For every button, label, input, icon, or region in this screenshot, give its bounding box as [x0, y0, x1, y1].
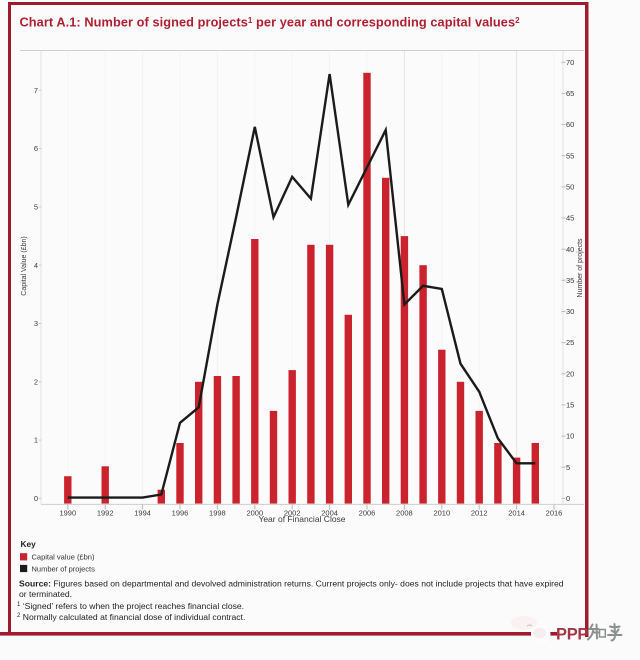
- svg-text:0: 0: [34, 494, 38, 503]
- svg-text:35: 35: [566, 276, 574, 285]
- svg-text:Number of projects: Number of projects: [32, 564, 96, 573]
- svg-text:65: 65: [566, 89, 574, 98]
- svg-text:2000: 2000: [246, 508, 263, 517]
- svg-text:2014: 2014: [508, 508, 525, 517]
- svg-text:20: 20: [566, 369, 574, 378]
- svg-text:50: 50: [566, 183, 574, 192]
- svg-text:2004: 2004: [321, 508, 338, 517]
- svg-text:55: 55: [566, 151, 574, 160]
- svg-text:5: 5: [566, 463, 570, 472]
- svg-text:70: 70: [566, 58, 574, 67]
- svg-text:6: 6: [34, 144, 38, 153]
- svg-text:30: 30: [566, 307, 574, 316]
- svg-text:0: 0: [566, 494, 570, 503]
- svg-text:2008: 2008: [396, 508, 413, 517]
- svg-text:Number of projects: Number of projects: [577, 238, 584, 298]
- svg-text:4: 4: [34, 261, 38, 270]
- svg-text:7: 7: [34, 86, 38, 95]
- svg-text:2: 2: [34, 377, 38, 386]
- svg-text:Chart A.1: Number of signed pr: Chart A.1: Number of signed projects1 pe…: [20, 14, 521, 29]
- svg-text:2010: 2010: [433, 508, 450, 517]
- svg-text:1998: 1998: [209, 508, 226, 517]
- svg-text:10: 10: [566, 432, 574, 441]
- svg-text:1: 1: [34, 436, 38, 445]
- svg-text:1996: 1996: [172, 508, 189, 517]
- svg-text:1992: 1992: [97, 508, 114, 517]
- svg-text:Source: Figures based on depar: Source: Figures based on departmental an…: [19, 579, 564, 589]
- svg-text:5: 5: [34, 203, 38, 212]
- svg-text:2006: 2006: [359, 508, 376, 517]
- svg-text:25: 25: [566, 338, 574, 347]
- svg-text:45: 45: [566, 214, 574, 223]
- svg-text:Year of Financial Close: Year of Financial Close: [258, 514, 345, 524]
- svg-text:1990: 1990: [59, 508, 76, 517]
- svg-text:2012: 2012: [471, 508, 488, 517]
- svg-text:Capital value (£bn): Capital value (£bn): [32, 553, 95, 562]
- svg-text:15: 15: [566, 401, 574, 410]
- svg-text:1 ‘Signed’ refers to when the: 1 ‘Signed’ refers to when the project re…: [17, 601, 244, 611]
- svg-text:60: 60: [566, 120, 574, 129]
- svg-text:Key: Key: [21, 539, 37, 549]
- svg-text:1994: 1994: [134, 508, 151, 517]
- svg-text:Capital Value (£bn): Capital Value (£bn): [21, 236, 28, 295]
- svg-text:2002: 2002: [284, 508, 301, 517]
- svg-text:2 Normally calculated at finan: 2 Normally calculated at financial dose …: [17, 612, 245, 622]
- svg-text:PPP: PPP: [556, 626, 588, 644]
- svg-text:3: 3: [34, 319, 38, 328]
- svg-text:2016: 2016: [546, 508, 563, 517]
- svg-text:40: 40: [566, 245, 574, 254]
- svg-text:or terminated.: or terminated.: [19, 589, 72, 599]
